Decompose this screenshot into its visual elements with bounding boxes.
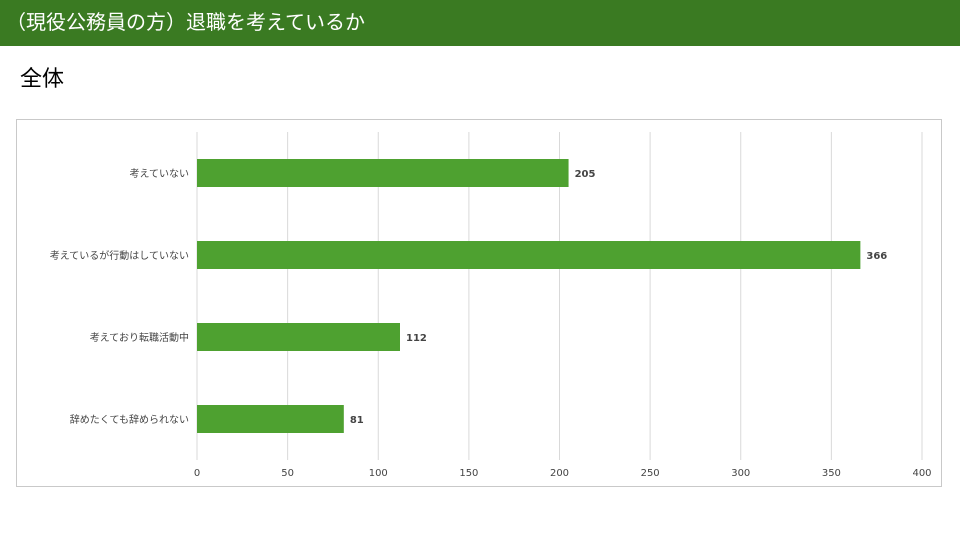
bar-chart: 0 50 100 150 200 250 300 350 400 考えていない 205 考えているが行… [50, 132, 932, 479]
x-tick-label: 200 [550, 468, 569, 479]
category-label: 辞めたくても辞められない [70, 413, 189, 426]
section-title: 全体 [20, 67, 65, 92]
data-label: 112 [406, 333, 427, 344]
category-label: 考えていない [130, 168, 190, 180]
x-tick-label: 0 [194, 468, 200, 479]
chart-frame: 0 50 100 150 200 250 300 350 400 考えていない 205 考えているが行… [16, 119, 942, 487]
data-label: 366 [866, 251, 887, 262]
data-label: 205 [575, 169, 596, 180]
bar [197, 241, 861, 269]
bar [197, 159, 569, 187]
x-tick-label: 150 [459, 468, 478, 479]
header-banner: （現役公務員の方）退職を考えているか [0, 0, 960, 46]
category-label: 考えているが行動はしていない [50, 249, 189, 262]
page-title: （現役公務員の方）退職を考えているか [6, 10, 365, 34]
x-tick-label: 300 [731, 468, 750, 479]
bar [197, 405, 344, 433]
x-tick-label: 400 [912, 468, 931, 479]
x-tick-label: 250 [641, 468, 660, 479]
bar [197, 323, 400, 351]
category-label: 考えており転職活動中 [90, 331, 189, 344]
x-tick-label: 100 [369, 468, 388, 479]
x-tick-label: 50 [281, 468, 294, 479]
x-tick-label: 350 [822, 468, 841, 479]
data-label: 81 [350, 415, 364, 426]
